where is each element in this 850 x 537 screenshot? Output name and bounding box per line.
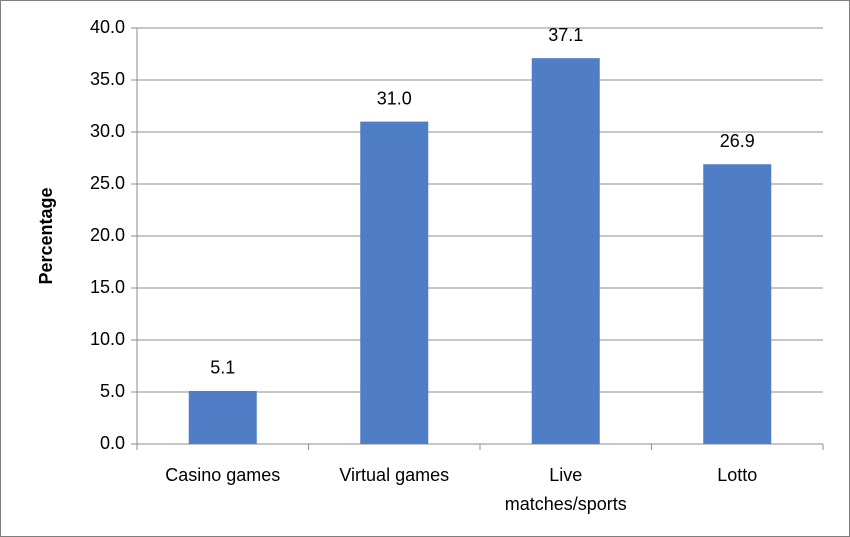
x-tick-label: Live matches/sports bbox=[505, 465, 627, 514]
y-tick-label: 30.0 bbox=[90, 121, 125, 141]
bar bbox=[360, 121, 429, 444]
value-label: 37.1 bbox=[548, 25, 583, 45]
y-tick-label: 35.0 bbox=[90, 69, 125, 89]
y-axis-title: Percentage bbox=[36, 187, 56, 284]
bar bbox=[531, 58, 600, 444]
y-tick-label: 10.0 bbox=[90, 329, 125, 349]
y-tick-label: 40.0 bbox=[90, 17, 125, 37]
y-tick-label: 15.0 bbox=[90, 277, 125, 297]
value-label: 31.0 bbox=[377, 88, 412, 108]
y-tick-label: 25.0 bbox=[90, 173, 125, 193]
bar bbox=[188, 390, 257, 444]
y-tick-label: 20.0 bbox=[90, 225, 125, 245]
x-tick-label: Virtual games bbox=[339, 465, 449, 485]
x-tick-label: Lotto bbox=[717, 465, 757, 485]
x-tick-label: Casino games bbox=[165, 465, 280, 485]
value-label: 5.1 bbox=[210, 358, 235, 378]
y-tick-label: 5.0 bbox=[100, 381, 125, 401]
value-label: 26.9 bbox=[720, 131, 755, 151]
bar bbox=[703, 164, 772, 445]
y-tick-label: 0.0 bbox=[100, 433, 125, 453]
